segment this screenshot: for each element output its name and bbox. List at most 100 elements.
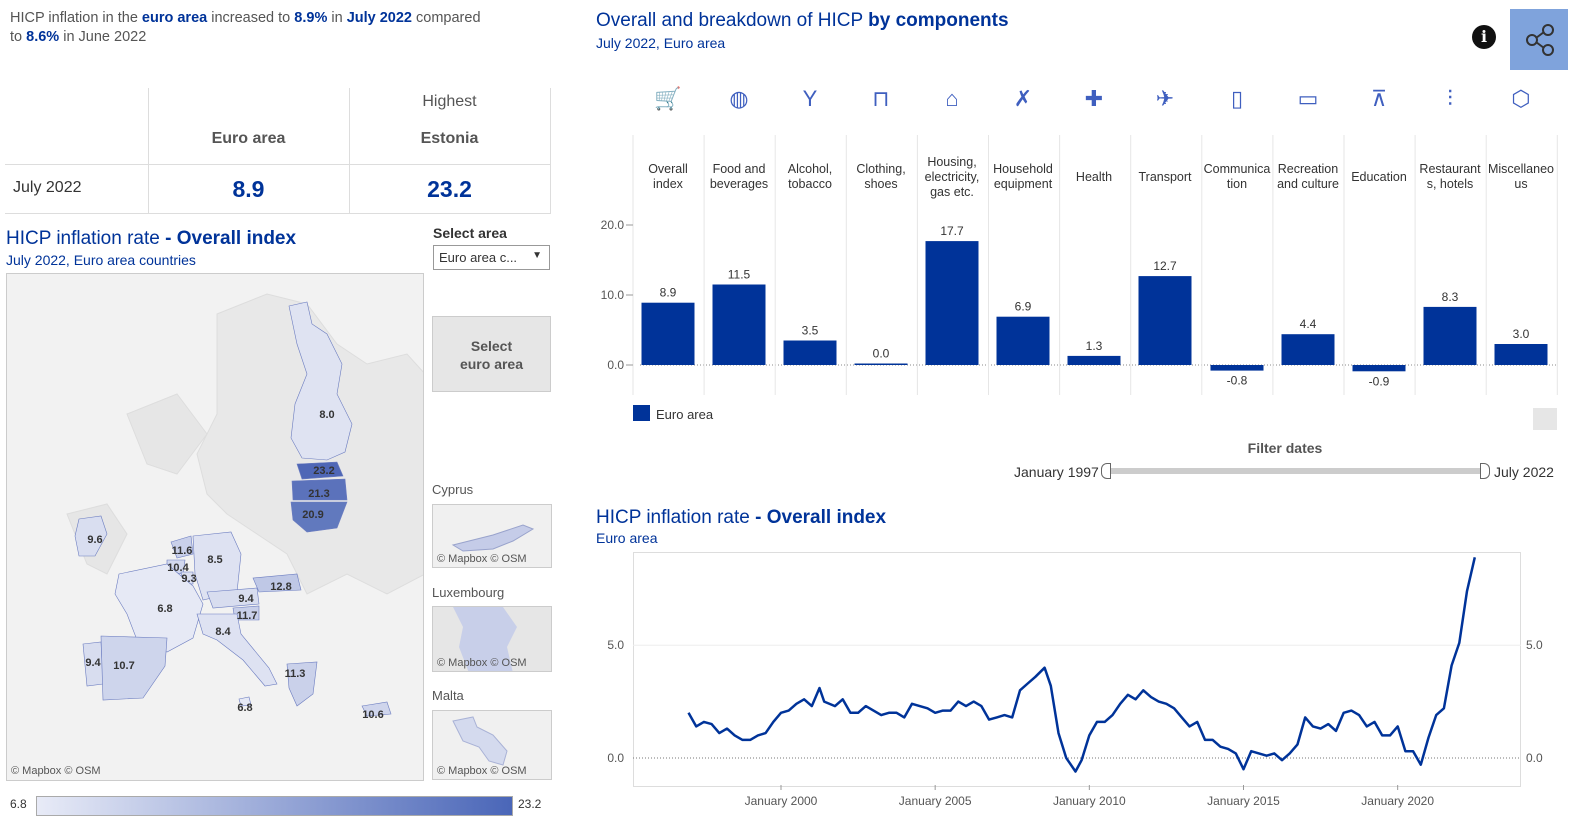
info-icon[interactable]: i — [1472, 25, 1496, 49]
map-region[interactable] — [114, 563, 204, 653]
category-label: Restaurant s, hotels — [1419, 162, 1481, 191]
date-range-slider[interactable] — [1108, 468, 1484, 474]
x-tick-label: January 2005 — [899, 794, 972, 808]
map-value-label: 6.8 — [157, 603, 173, 615]
bar[interactable] — [1210, 365, 1264, 371]
bar[interactable] — [925, 241, 979, 365]
y-tick-label: 0.0 — [607, 358, 624, 372]
bar-value-label: -0.8 — [1227, 374, 1248, 388]
plane-icon[interactable]: ✈ — [1155, 86, 1175, 111]
bar-value-label: 0.0 — [873, 347, 890, 361]
map-value-label: 8.0 — [319, 409, 335, 421]
cutlery-icon[interactable]: ⫶ — [1447, 86, 1453, 111]
map-title: HICP inflation rate - Overall index — [6, 228, 297, 249]
category-label: Food and beverages — [709, 162, 769, 191]
filter-start-date: January 1997 — [1014, 464, 1099, 480]
apple-icon[interactable]: ◍ — [729, 86, 749, 111]
bar-value-label: 11.5 — [728, 268, 751, 282]
bar-value-label: 8.9 — [660, 286, 677, 300]
box-icon[interactable]: ⬡ — [1511, 86, 1531, 111]
legend-min: 6.8 — [10, 797, 27, 811]
bar[interactable] — [854, 363, 908, 366]
bar[interactable] — [1423, 306, 1477, 365]
bar[interactable] — [1281, 334, 1335, 365]
map-region[interactable] — [286, 661, 318, 707]
map-value-label: 9.6 — [87, 534, 103, 546]
map-value-label: 10.4 — [167, 562, 189, 574]
inset-map-cyprus[interactable]: © Mapbox © OSM — [432, 504, 552, 568]
map-value-label: 9.4 — [238, 593, 254, 605]
highest-label: Highest — [422, 93, 477, 110]
bar[interactable] — [1352, 365, 1406, 372]
y-tick-label-left: 0.0 — [607, 751, 624, 765]
slider-handle-start[interactable] — [1101, 463, 1111, 479]
inset-map-luxembourg[interactable]: © Mapbox © OSM — [432, 606, 552, 672]
house-icon[interactable]: ⌂ — [945, 86, 959, 111]
y-tick-label: 20.0 — [601, 218, 625, 232]
category-label: Clothing, shoes — [856, 162, 906, 191]
map-region[interactable] — [291, 478, 348, 501]
scroll-widget[interactable] — [1533, 408, 1557, 430]
y-tick-label-right: 0.0 — [1526, 751, 1543, 765]
category-label: Communica tion — [1203, 162, 1271, 191]
map-region[interactable] — [296, 461, 344, 480]
bar-value-label: 3.5 — [802, 324, 819, 338]
filter-end-date: July 2022 — [1494, 464, 1554, 480]
bar[interactable] — [783, 340, 837, 366]
bar[interactable] — [1067, 355, 1121, 365]
y-tick-label: 10.0 — [601, 288, 625, 302]
bar[interactable] — [1494, 344, 1548, 365]
slider-handle-end[interactable] — [1480, 463, 1490, 479]
bar[interactable] — [712, 284, 766, 366]
share-button[interactable] — [1510, 9, 1568, 70]
cocktail-icon[interactable]: Y — [802, 86, 818, 111]
cart-icon[interactable]: 🛒 — [654, 86, 682, 111]
tools-icon[interactable]: ✗ — [1013, 86, 1033, 111]
map-value-label: 10.6 — [362, 709, 384, 721]
map-region[interactable] — [252, 573, 302, 593]
map-value-label: 20.9 — [302, 509, 324, 521]
chevron-down-icon: ▼ — [532, 250, 542, 261]
map-region[interactable] — [196, 613, 278, 687]
map-value-label: 8.5 — [207, 554, 223, 566]
y-tick-label-left: 5.0 — [607, 638, 624, 652]
x-tick-label: January 2015 — [1207, 794, 1280, 808]
inset-label-cyprus: Cyprus — [432, 482, 474, 497]
bar[interactable] — [996, 316, 1050, 365]
luggage-icon[interactable]: ▭ — [1297, 86, 1319, 111]
category-label: Alcohol, tobacco — [787, 162, 833, 191]
area-select[interactable]: Euro area c... ▼ — [433, 245, 550, 270]
europe-map[interactable]: 8.0 23.2 21.3 20.9 9.6 11.6 10.4 9.3 8.5 12.8 9.4 1… — [6, 273, 424, 781]
map-value-label: 10.7 — [113, 660, 135, 672]
line-title: HICP inflation rate - Overall index — [596, 507, 887, 528]
series-line-euro-area[interactable] — [687, 557, 1477, 773]
components-title: Overall and breakdown of HICP by compone… — [596, 10, 1009, 31]
bar-value-label: -0.9 — [1369, 374, 1390, 388]
shirt-icon[interactable]: ⊓ — [872, 86, 890, 111]
inset-label-malta: Malta — [432, 688, 464, 703]
graduation-cap-icon[interactable]: ⊼ — [1370, 86, 1388, 111]
inset-map-malta[interactable]: © Mapbox © OSM — [432, 710, 552, 780]
select-euro-area-button[interactable]: Select euro area — [432, 316, 551, 392]
map-region[interactable] — [361, 701, 392, 717]
map-region[interactable] — [238, 696, 252, 707]
bar[interactable] — [641, 302, 695, 365]
components-subtitle: July 2022, Euro area — [596, 35, 726, 51]
phone-icon[interactable]: ▯ — [1230, 86, 1244, 111]
map-region[interactable] — [100, 635, 168, 701]
malta-map — [452, 716, 508, 766]
map-region[interactable] — [170, 535, 194, 559]
bar-value-label: 12.7 — [1153, 259, 1177, 273]
category-label: Recreation and culture — [1277, 162, 1339, 191]
map-region[interactable] — [74, 515, 108, 557]
map-value-label: 11.3 — [284, 668, 306, 680]
hicp-line-chart: 5.0 5.0 0.0 0.0 January 2000 January 2005 Janu… — [607, 557, 1543, 808]
map-region[interactable] — [206, 587, 260, 609]
select-area-label: Select area — [433, 225, 507, 241]
map-region[interactable] — [290, 501, 348, 533]
cross-icon[interactable]: ✚ — [1084, 86, 1104, 111]
legend-max: 23.2 — [518, 797, 542, 811]
map-value-label: 11.6 — [171, 545, 193, 557]
map-region[interactable] — [288, 301, 353, 461]
bar[interactable] — [1138, 276, 1192, 365]
